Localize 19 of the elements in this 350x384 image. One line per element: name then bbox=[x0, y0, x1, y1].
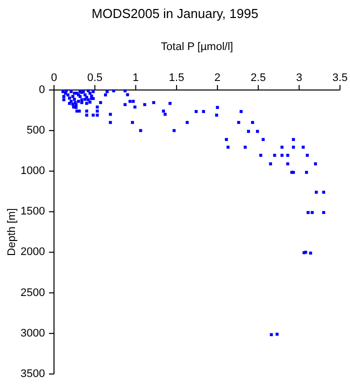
y-tick-label: 0 bbox=[38, 84, 45, 96]
x-tick-label: 3.5 bbox=[332, 72, 348, 84]
y-tick-label: 2000 bbox=[20, 246, 45, 258]
y-tick-label: 3500 bbox=[20, 368, 45, 380]
x-tick-label: 0.5 bbox=[87, 72, 103, 84]
y-tick-label: 2500 bbox=[20, 286, 45, 299]
x-tick-label: 2.5 bbox=[250, 72, 266, 84]
x-tick-label: 3 bbox=[296, 72, 302, 84]
x-tick-label: 2 bbox=[214, 72, 220, 84]
y-tick-label: 500 bbox=[26, 124, 45, 136]
x-axis-title: Total P [µmol/l] bbox=[160, 41, 234, 53]
y-axis-title: Depth [m] bbox=[6, 208, 18, 256]
x-tick-label: 1.5 bbox=[168, 72, 184, 84]
y-tick-label: 1000 bbox=[20, 165, 45, 178]
chart-title: MODS2005 in January, 1995 bbox=[92, 6, 258, 21]
y-tick-label: 1500 bbox=[20, 206, 45, 218]
y-tick-label: 3000 bbox=[20, 327, 45, 340]
x-tick-label: 0 bbox=[50, 72, 58, 84]
x-tick-label: 1 bbox=[132, 72, 139, 84]
